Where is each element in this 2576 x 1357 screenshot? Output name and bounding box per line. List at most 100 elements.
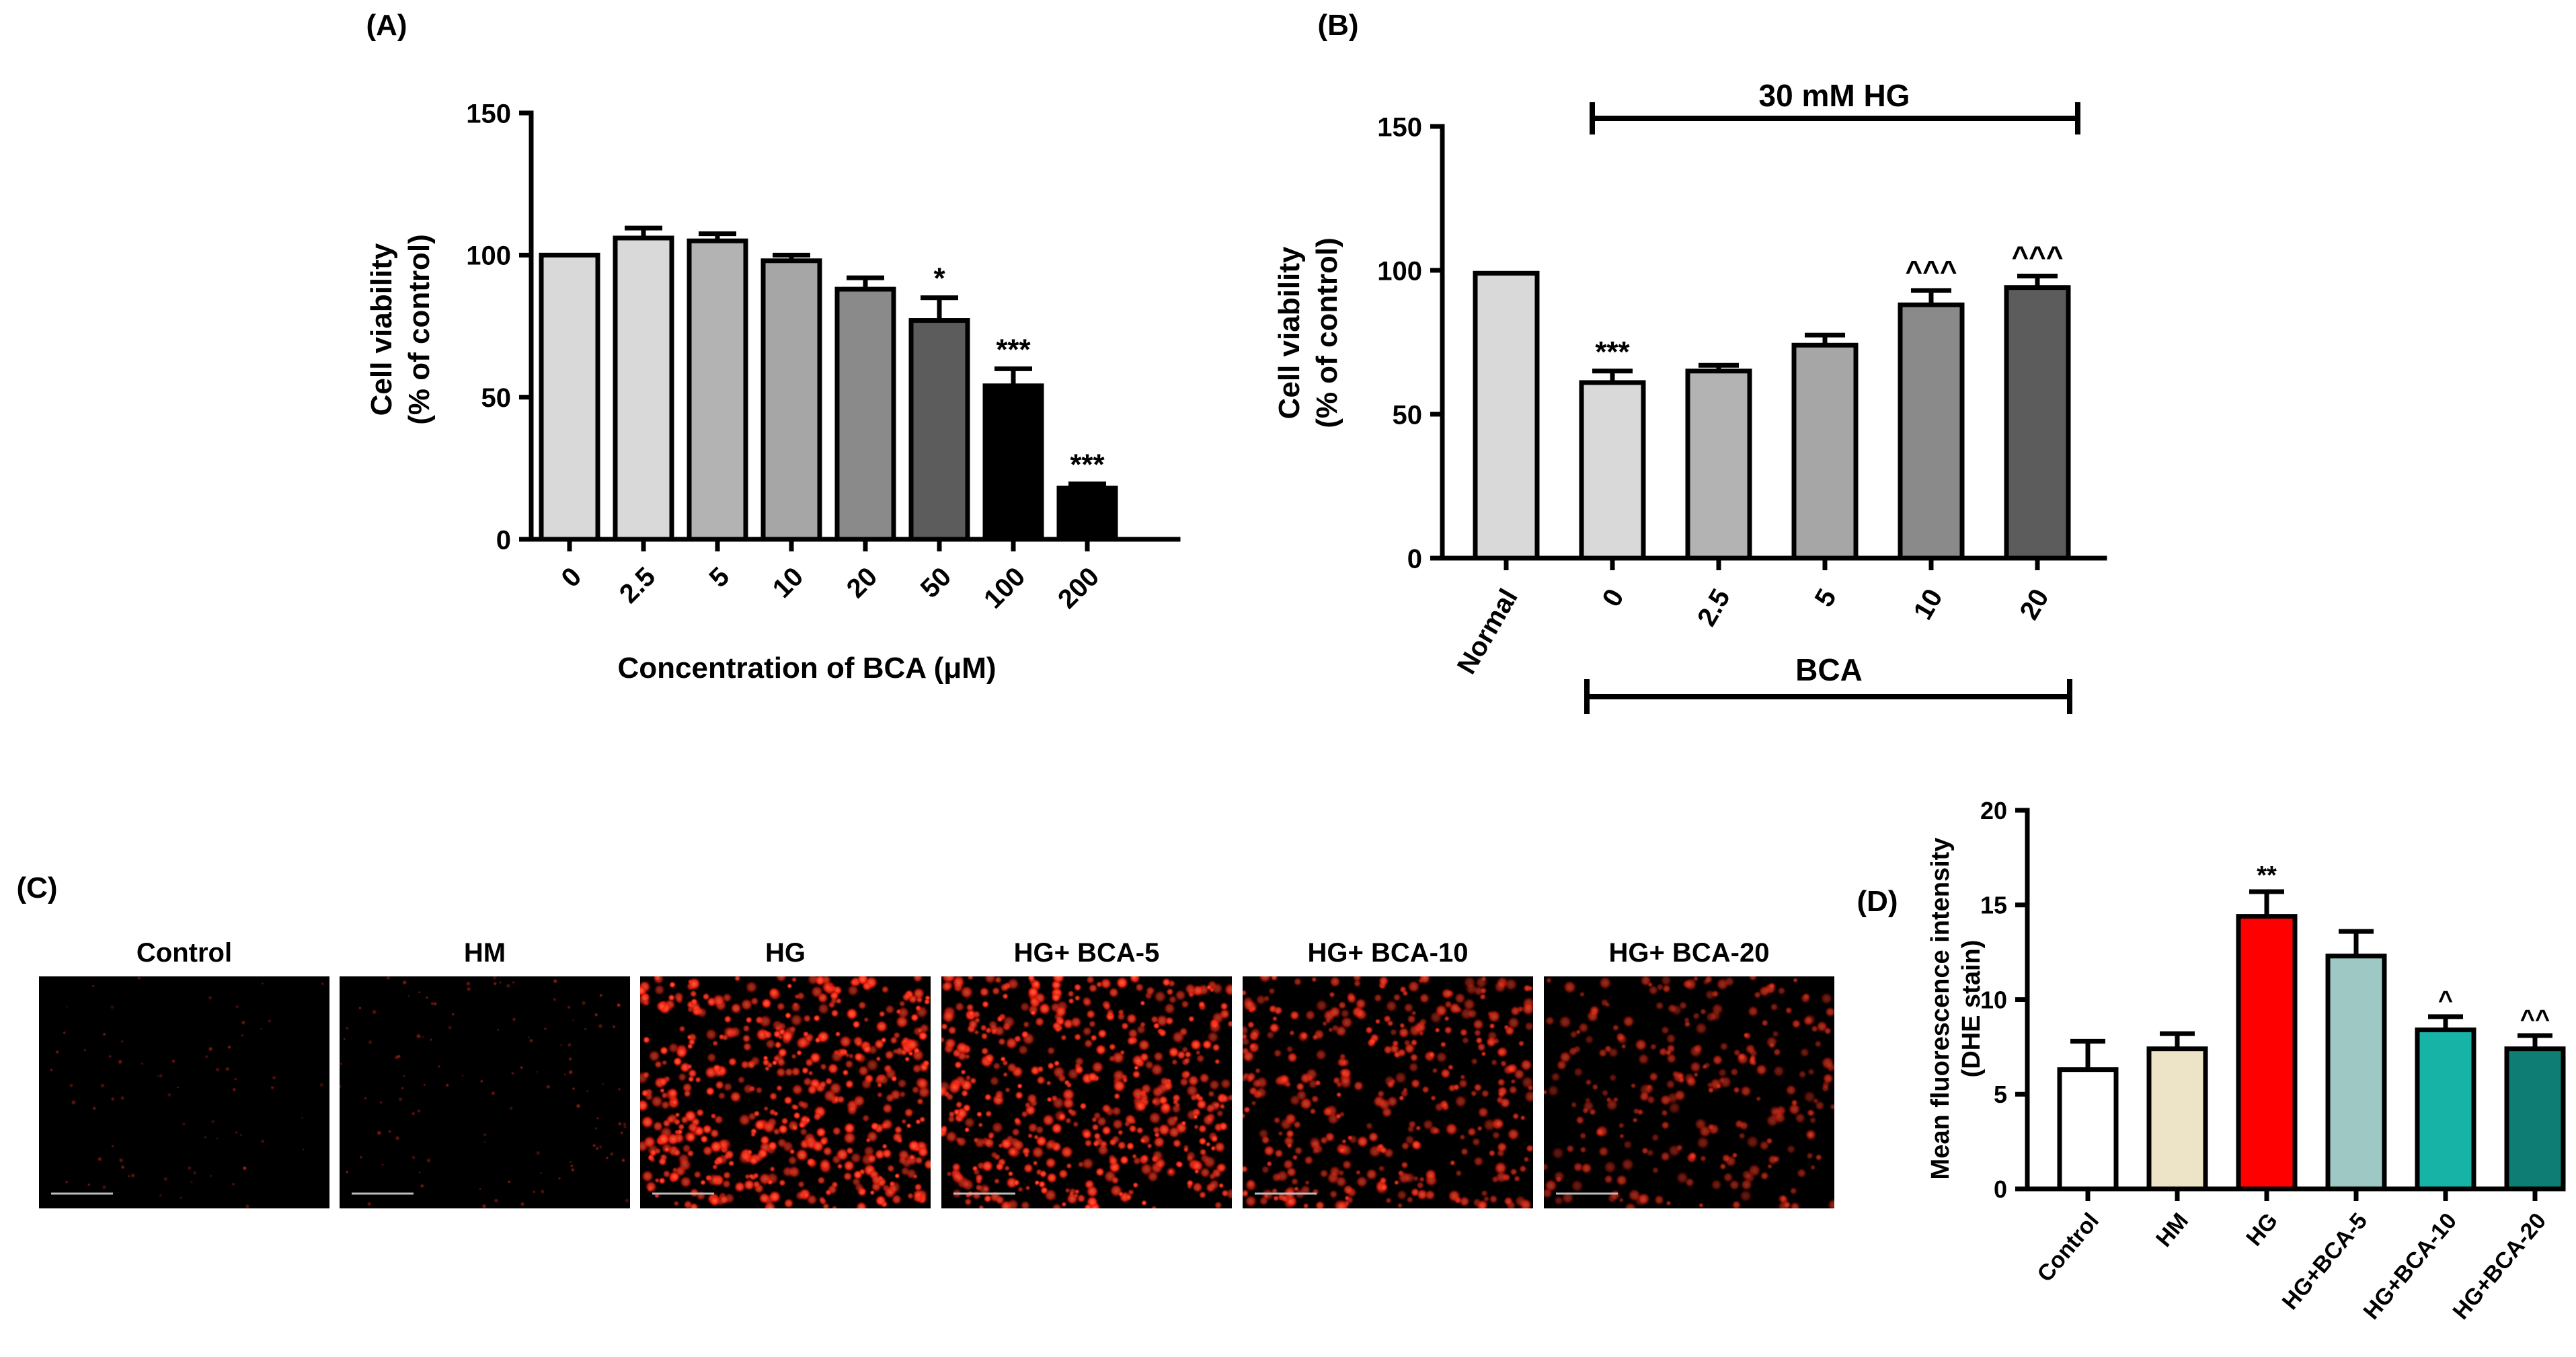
- cell-3-198: [1214, 1058, 1220, 1065]
- cell-2-253: [849, 978, 858, 987]
- cell-5-256: [1766, 1137, 1773, 1145]
- cell-4-322: [1401, 1161, 1409, 1169]
- cell-1-105: [497, 1028, 500, 1032]
- cell-3-348: [989, 1076, 1000, 1087]
- x-tick-label-d-4: HG+BCA-10: [2359, 1208, 2462, 1325]
- cell-1-91: [609, 1151, 615, 1157]
- cell-5-165: [1699, 1008, 1707, 1015]
- cell-2-473: [643, 1135, 656, 1149]
- cell-1-2: [569, 1160, 573, 1163]
- cell-4-144: [1479, 986, 1487, 995]
- cell-4-361: [1255, 1067, 1261, 1074]
- cell-4-23: [1455, 1169, 1462, 1177]
- cell-4-387: [1305, 1068, 1319, 1081]
- significance-b-4: ^^^: [1905, 255, 1957, 288]
- cell-3-277: [995, 1195, 1005, 1205]
- cell-2-361: [768, 1190, 781, 1204]
- y-axis-title-d-line1: Mean fluorescence intensity: [1926, 838, 1955, 1180]
- cell-4-124: [1473, 1029, 1482, 1037]
- y-tick-label-d-4: 20: [1980, 797, 2007, 824]
- cell-4-76: [1286, 1052, 1298, 1063]
- cell-3-298: [1108, 1055, 1116, 1062]
- cell-4-385: [1499, 1097, 1511, 1109]
- cell-2-457: [645, 1180, 658, 1193]
- cell-2-309: [791, 1083, 804, 1096]
- cell-3-186: [1027, 1132, 1033, 1139]
- cell-2-146: [765, 1038, 776, 1050]
- cell-3-346: [1151, 1149, 1164, 1162]
- cell-4-148: [1477, 1106, 1489, 1118]
- cell-2-464: [673, 1118, 681, 1126]
- cell-3-502: [1051, 1202, 1062, 1208]
- cell-3-357: [1139, 1052, 1150, 1062]
- cell-5-247: [1796, 1168, 1807, 1179]
- cell-2-544: [789, 1148, 795, 1155]
- cell-3-226: [967, 976, 974, 981]
- cell-4-179: [1329, 976, 1341, 988]
- cell-5-67: [1570, 1101, 1577, 1108]
- cell-3-263: [990, 1151, 999, 1159]
- cell-2-261: [808, 1070, 814, 1077]
- significance-d-2: **: [2257, 861, 2277, 890]
- cell-4-289: [1329, 1165, 1341, 1178]
- cell-5-29: [1558, 1015, 1572, 1029]
- cell-5-234: [1789, 1187, 1798, 1195]
- cell-0-32: [232, 1087, 237, 1092]
- cell-3-321: [1053, 1060, 1060, 1067]
- cell-4-53: [1319, 1169, 1329, 1178]
- cell-3-403: [1207, 1090, 1215, 1098]
- cell-5-254: [1799, 1047, 1810, 1058]
- plot-area-b: 0 50 100 150 Normal 0 *** 2.5 5 10 ^^^ 20 ^^^: [1377, 112, 2107, 679]
- cell-3-317: [1046, 1096, 1052, 1103]
- cell-3-311: [1138, 1038, 1150, 1052]
- x-tick-label-a-3: 10: [767, 561, 810, 604]
- cell-4-44: [1243, 989, 1247, 996]
- cell-5-40: [1651, 1166, 1660, 1174]
- cell-3-382: [953, 1060, 963, 1069]
- cell-2-190: [820, 1062, 828, 1071]
- cell-3-510: [984, 1052, 995, 1064]
- cell-4-221: [1440, 1041, 1447, 1048]
- x-tick-label-b-1: 0: [1597, 584, 1630, 612]
- cell-3-92: [1153, 1051, 1164, 1062]
- cell-5-272: [1592, 1083, 1599, 1091]
- cell-2-509: [707, 1173, 721, 1187]
- cell-5-95: [1612, 1096, 1619, 1103]
- cell-4-173: [1279, 1118, 1293, 1131]
- cell-2-320: [705, 1028, 717, 1041]
- x-tick-label-a-5: 50: [915, 561, 958, 604]
- cell-2-476: [902, 993, 911, 1002]
- cell-3-455: [1144, 1060, 1155, 1070]
- cell-4-389: [1499, 1060, 1508, 1068]
- cell-4-75: [1273, 1116, 1281, 1124]
- cell-5-13: [1820, 992, 1833, 1005]
- cell-5-139: [1582, 1107, 1590, 1114]
- cell-3-493: [1153, 1136, 1165, 1149]
- cell-5-45: [1802, 992, 1811, 1001]
- cell-4-260: [1356, 1135, 1369, 1148]
- cell-2-122: [878, 1010, 886, 1018]
- cell-3-324: [964, 1116, 976, 1129]
- cell-3-494: [1130, 976, 1138, 982]
- cell-2-185: [730, 1002, 742, 1014]
- cell-4-342: [1407, 1014, 1417, 1024]
- cell-5-214: [1783, 1200, 1791, 1208]
- cell-4-305: [1365, 1025, 1374, 1034]
- cell-5-103: [1575, 1029, 1582, 1035]
- cell-2-414: [667, 1087, 678, 1099]
- cell-2-504: [882, 1148, 892, 1159]
- cell-1-18: [527, 1036, 531, 1039]
- cell-4-360: [1417, 978, 1424, 984]
- cell-2-559: [767, 1140, 778, 1151]
- significance-a-5: *: [933, 262, 945, 295]
- cell-3-497: [1101, 1103, 1111, 1114]
- cell-3-371: [1174, 1101, 1181, 1108]
- bar-b-3: [1791, 342, 1859, 561]
- cell-2-469: [750, 1056, 761, 1067]
- cell-2-496: [758, 1192, 771, 1204]
- cell-5-43: [1649, 1043, 1657, 1051]
- cell-5-88: [1806, 1152, 1814, 1160]
- micrograph-row: Control HM HG HG+ BCA-5 HG+ BCA-10 HG+ BCA-20: [39, 938, 1834, 1208]
- cell-1-67: [553, 978, 558, 984]
- cell-3-422: [1218, 1182, 1224, 1189]
